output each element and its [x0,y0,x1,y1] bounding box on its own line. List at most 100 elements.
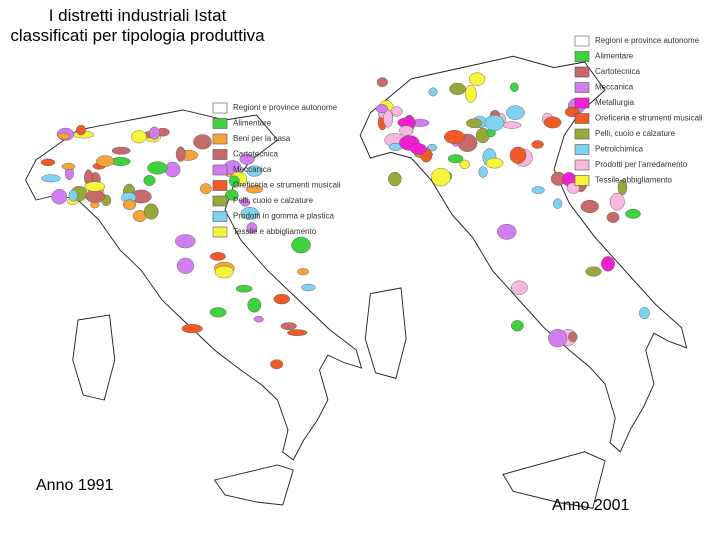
legend: Regioni e province autonome Alimentare Ben… [212,102,341,238]
district [228,175,240,187]
legend-swatch [574,144,590,155]
legend-label: Alimentare [233,119,272,128]
district [625,208,641,219]
legend-swatch [212,133,228,145]
district [85,190,106,203]
legend-swatch [574,35,590,47]
legend-label: Cartotecnica [233,150,278,159]
district [410,143,427,155]
sardinia [364,287,407,379]
legend-swatch [212,149,228,160]
district [449,82,466,95]
legend: Regioni e province autonome Alimentare Car… [574,35,703,186]
district [383,109,394,128]
slide-title: I distretti industriali Istat classifica… [10,6,265,45]
district [506,105,525,120]
legend-swatch [574,97,590,109]
legend-label: Meccanica [595,83,634,92]
legend-swatch [212,226,228,238]
district [143,203,159,220]
district [57,132,71,140]
district [444,129,465,144]
district [543,116,562,129]
district [246,222,258,234]
district [96,155,115,167]
district [111,146,131,155]
legend-label: Regioni e province autonome [233,103,338,112]
district [398,125,414,136]
sardinia [72,314,116,401]
italy-outline [359,55,688,453]
district [531,140,544,149]
map-caption: Anno 1991 [36,477,114,494]
district [464,84,477,103]
district [297,268,310,276]
legend-swatch [574,113,590,124]
legend-swatch [212,102,228,114]
legend-swatch [574,159,590,171]
district [122,199,137,211]
district [580,199,599,214]
district [484,114,505,131]
district [548,329,568,348]
legend-label: Regioni e province autonome [595,36,700,45]
legend-label: Pelli, cuoio e calzature [595,129,676,138]
district [531,186,545,195]
legend-label: Oreficeria e strumenti musicali [233,181,341,190]
district [181,324,203,334]
legend-swatch [212,180,228,191]
map-1991 [24,109,363,506]
legend-swatch [574,82,590,93]
district [273,293,291,305]
district [459,159,470,170]
district [68,189,78,202]
district [225,189,239,201]
legend-label: Petrolchimica [595,145,644,154]
district [497,223,517,240]
legend-swatch [574,175,590,186]
district [84,181,106,192]
legend-label: Pelli, cuoio e calzature [233,196,314,205]
district [431,167,451,187]
district [502,121,522,129]
legend-label: Prodotti per l'arredamento [595,160,688,169]
legend-swatch [574,128,590,140]
district [76,124,87,136]
district [240,197,251,207]
district [509,146,527,164]
district [240,207,259,220]
legend-label: Prodotti in gomma e plastica [233,212,334,221]
district [510,82,519,92]
district [200,183,212,195]
legend-label: Oreficeria e strumenti musicali [595,114,703,123]
district [131,130,147,144]
sicily [213,464,294,506]
legend-label: Metallurgia [595,98,635,107]
district [280,322,297,331]
district [388,171,402,187]
legend-swatch [212,211,228,222]
district [485,157,504,169]
district [301,283,316,292]
district [175,146,186,162]
district [585,266,602,277]
legend-label: Tessile-abbigliamento [595,176,672,185]
district [148,126,161,140]
district [61,163,76,170]
district [41,174,61,183]
sicily [502,451,606,509]
district [568,331,578,343]
legend-swatch [574,66,590,78]
district [147,161,168,175]
district [247,297,262,313]
district [376,77,388,88]
district [375,104,389,114]
district [466,118,483,128]
district [239,153,255,165]
legend-swatch [212,118,228,129]
district [246,165,263,177]
district [175,234,196,249]
legend-label: Beni per la casa [233,134,291,143]
district [193,134,212,150]
